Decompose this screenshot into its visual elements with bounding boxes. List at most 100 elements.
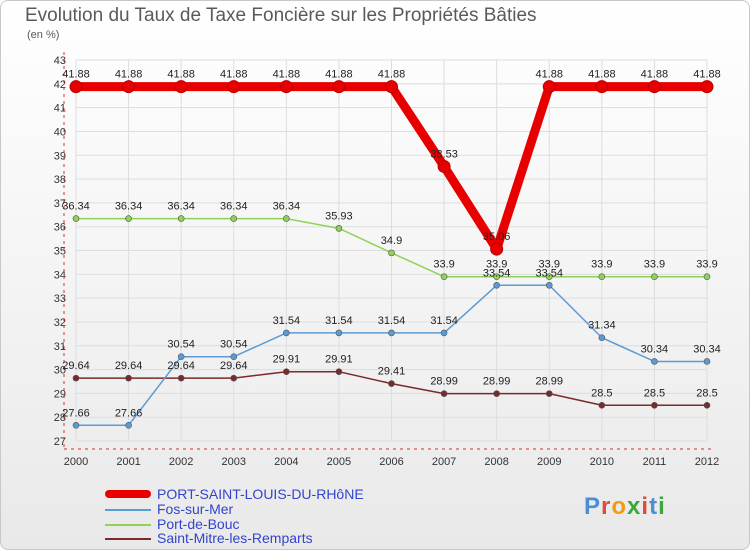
data-label-1-11: 30.34 — [641, 343, 669, 355]
series-point-3-12 — [703, 401, 711, 409]
series-point-1-8 — [493, 281, 500, 289]
data-label-2-0: 36.34 — [62, 201, 90, 213]
series-point-0-7 — [437, 159, 451, 173]
legend-swatch-2 — [105, 524, 151, 526]
y-tick-label-16: 43 — [54, 55, 66, 67]
data-label-3-0: 29.64 — [62, 360, 90, 372]
logo-letter-6: i — [658, 493, 666, 520]
data-label-1-4: 31.54 — [273, 315, 301, 327]
logo-letter-4: i — [641, 493, 650, 520]
series-point-3-8 — [493, 390, 500, 397]
axes: 27 28 29 30 31 32 33 34 35 36 37 38 39 40 41 42 43 2000 20… — [54, 52, 719, 468]
y-tick-label-11: 38 — [54, 174, 66, 186]
data-label-0-2: 41.88 — [167, 69, 195, 81]
data-label-1-12: 30.34 — [693, 343, 721, 355]
data-label-1-8: 33.54 — [483, 267, 511, 279]
legend-swatch-0 — [105, 490, 151, 498]
series-point-3-1 — [125, 374, 132, 382]
series-point-2-5 — [335, 225, 343, 232]
x-tick-label-10: 2010 — [590, 456, 614, 468]
data-label-3-5: 29.91 — [325, 354, 353, 366]
x-tick-label-1: 2001 — [116, 456, 140, 468]
series-point-3-3 — [230, 374, 238, 382]
series-point-3-0 — [72, 374, 80, 382]
chart-title: Evolution du Taux de Taxe Foncière sur l… — [25, 5, 537, 26]
series-point-0-8 — [490, 242, 504, 256]
series-group — [69, 80, 714, 429]
data-labels: 41.88 41.88 41.88 41.88 41.88 41.88 41.88 38.53… — [62, 69, 721, 420]
data-label-2-5: 35.93 — [325, 210, 353, 222]
data-label-3-10: 28.5 — [591, 387, 612, 399]
data-label-2-12: 33.9 — [696, 259, 717, 271]
data-label-0-11: 41.88 — [641, 69, 669, 81]
series-point-2-11 — [651, 273, 658, 280]
x-tick-label-7: 2007 — [432, 456, 456, 468]
data-label-1-10: 31.34 — [588, 320, 616, 332]
data-label-0-7: 38.53 — [430, 148, 458, 160]
series-point-0-12 — [700, 80, 714, 94]
data-label-3-1: 29.64 — [115, 360, 143, 372]
series-point-0-9 — [542, 80, 556, 94]
y-tick-label-8: 35 — [54, 246, 66, 258]
data-label-3-3: 29.64 — [220, 360, 248, 372]
series-point-3-2 — [177, 374, 185, 382]
data-label-2-11: 33.9 — [644, 259, 665, 271]
y-tick-label-1: 28 — [54, 412, 66, 424]
legend-label-0: PORT-SAINT-LOUIS-DU-RHôNE — [157, 486, 364, 502]
data-label-2-3: 36.34 — [220, 201, 248, 213]
x-tick-label-0: 2000 — [64, 456, 88, 468]
y-tick-label-0: 27 — [54, 436, 66, 448]
data-label-3-9: 28.99 — [535, 376, 563, 388]
logo-letter-0: P — [584, 493, 602, 520]
y-tick-label-6: 33 — [54, 293, 66, 305]
data-label-3-6: 29.41 — [378, 366, 406, 378]
y-tick-label-15: 42 — [54, 79, 66, 91]
proxiti-logo: Proxiti — [584, 493, 666, 521]
data-label-3-2: 29.64 — [167, 360, 195, 372]
series-point-3-9 — [545, 390, 553, 397]
series-point-1-4 — [283, 329, 290, 337]
data-label-2-7: 33.9 — [433, 259, 454, 271]
series-point-2-10 — [598, 273, 606, 280]
series-point-0-6 — [385, 80, 398, 94]
data-label-0-6: 41.88 — [378, 69, 406, 81]
legend-label-1: Fos-sur-Mer — [157, 501, 234, 517]
series-point-1-9 — [545, 281, 553, 289]
x-tick-label-4: 2004 — [274, 456, 298, 468]
data-label-3-4: 29.91 — [273, 354, 301, 366]
legend-label-3: Saint-Mitre-les-Remparts — [157, 530, 313, 546]
series-point-0-5 — [332, 80, 346, 94]
y-tick-label-3: 30 — [54, 365, 66, 377]
data-label-1-3: 30.54 — [220, 339, 248, 351]
series-point-2-7 — [440, 273, 448, 280]
data-label-0-8: 35.06 — [483, 231, 511, 243]
data-label-2-2: 36.34 — [167, 201, 195, 213]
series-point-0-10 — [595, 80, 609, 94]
series-point-3-5 — [335, 368, 343, 376]
data-label-3-12: 28.5 — [696, 387, 717, 399]
series-point-2-4 — [283, 215, 290, 222]
logo-letter-2: o — [611, 493, 628, 520]
data-label-0-12: 41.88 — [693, 69, 721, 81]
data-label-0-0: 41.88 — [62, 69, 90, 81]
logo-letter-1: r — [601, 493, 612, 520]
series-point-1-11 — [651, 358, 658, 365]
series-point-3-6 — [388, 380, 395, 387]
x-tick-label-6: 2006 — [379, 456, 403, 468]
series-point-0-0 — [69, 80, 83, 94]
x-tick-label-8: 2008 — [484, 456, 508, 468]
series-point-1-10 — [598, 334, 606, 341]
x-tick-label-11: 2011 — [643, 456, 667, 468]
y-tick-label-12: 39 — [54, 150, 66, 162]
y-tick-label-14: 41 — [54, 103, 66, 115]
data-label-0-9: 41.88 — [535, 69, 563, 81]
series-point-0-1 — [122, 80, 136, 94]
series-point-1-2 — [177, 353, 185, 361]
y-tick-label-5: 32 — [54, 317, 66, 329]
x-tick-label-2: 2002 — [169, 456, 193, 468]
series-point-2-3 — [230, 215, 238, 222]
x-tick-label-5: 2005 — [327, 456, 351, 468]
series-point-1-1 — [125, 421, 132, 429]
data-label-1-5: 31.54 — [325, 315, 353, 327]
